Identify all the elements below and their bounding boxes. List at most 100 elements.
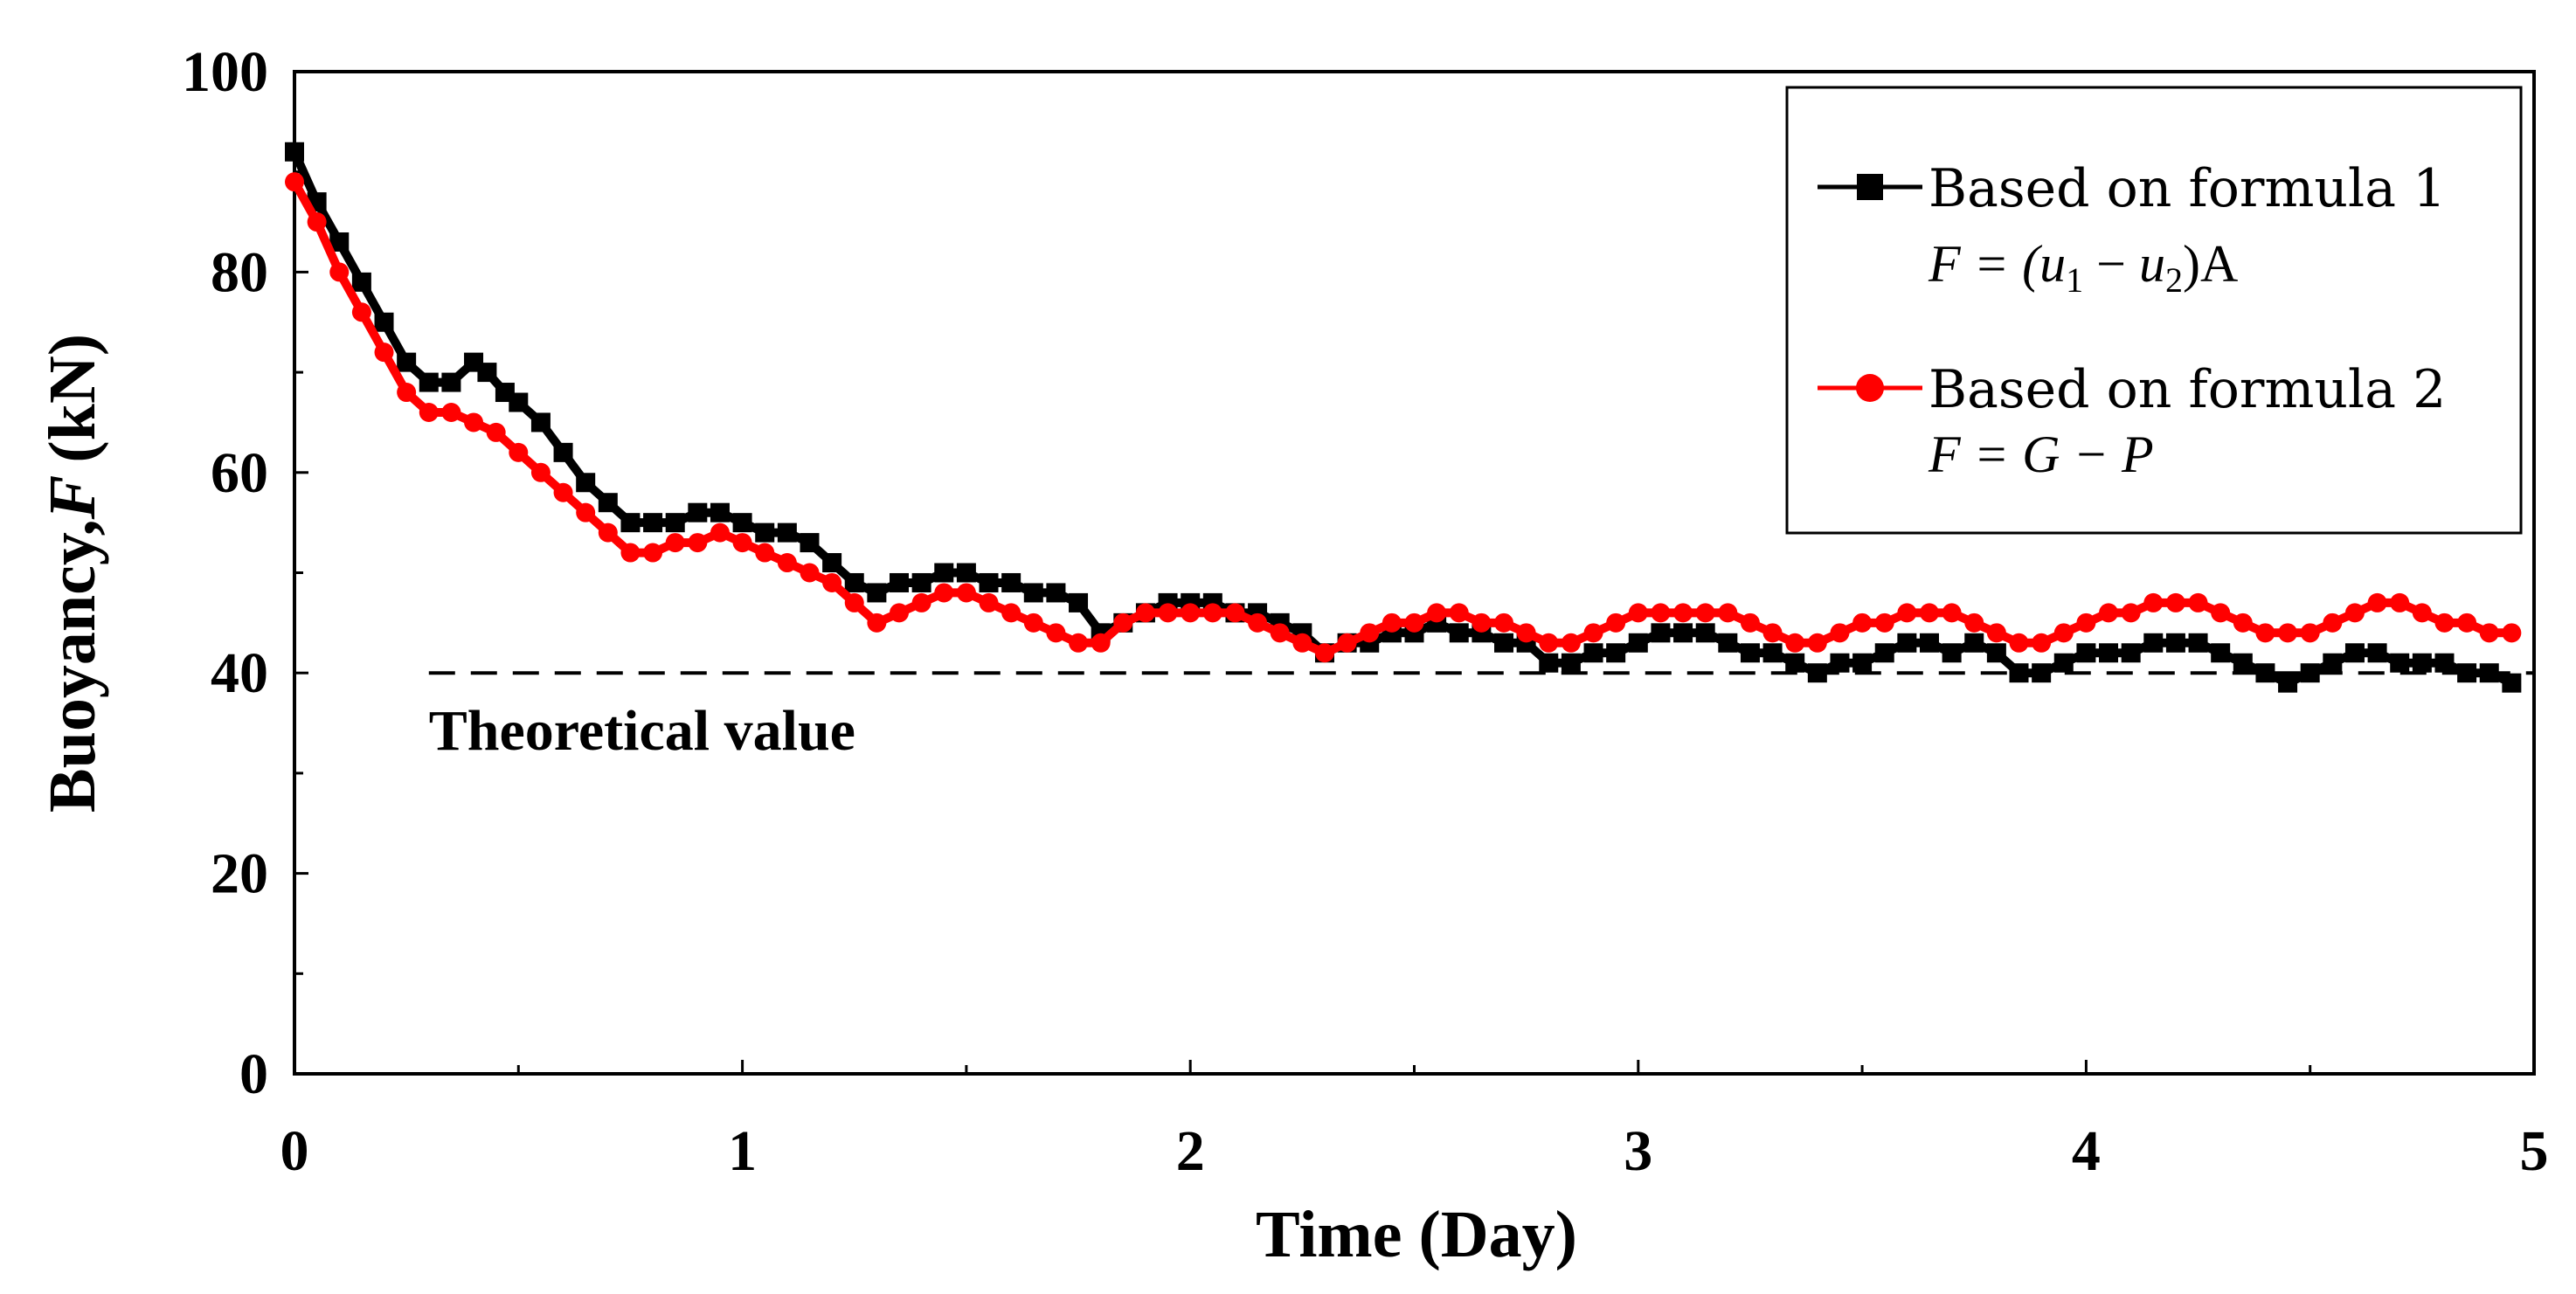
data-point <box>576 502 596 522</box>
data-point <box>620 513 641 533</box>
data-point <box>553 482 573 502</box>
data-point <box>777 553 797 573</box>
data-point <box>1583 643 1603 663</box>
data-point <box>1181 603 1201 623</box>
data-point <box>1785 633 1805 653</box>
data-point <box>441 372 461 392</box>
data-point <box>2479 623 2499 643</box>
data-point <box>643 513 663 533</box>
data-point <box>1874 643 1894 663</box>
data-point <box>2211 643 2231 663</box>
data-point <box>351 302 371 322</box>
data-point <box>530 412 551 432</box>
data-point <box>374 312 394 332</box>
y-tick-label: 20 <box>211 842 268 906</box>
data-point <box>2233 612 2253 633</box>
data-point <box>1673 603 1693 623</box>
data-point <box>1225 603 1245 623</box>
y-axis-title-unit: (kN) <box>36 334 109 463</box>
data-point <box>844 572 864 592</box>
data-point <box>486 422 506 442</box>
data-point <box>1427 603 1447 623</box>
data-point <box>1583 623 1603 643</box>
data-point <box>1673 623 1693 643</box>
data-point <box>1651 603 1671 623</box>
data-point <box>2099 643 2119 663</box>
data-point <box>2076 643 2096 663</box>
x-tick-label: 2 <box>1176 1119 1205 1183</box>
data-point <box>1718 633 1738 653</box>
data-point <box>329 262 350 282</box>
data-point <box>1762 643 1783 663</box>
data-point <box>643 543 663 563</box>
data-point <box>1785 653 1805 673</box>
data-point <box>822 553 842 573</box>
data-point <box>1539 653 1559 673</box>
data-point <box>509 442 529 462</box>
data-point <box>979 592 999 612</box>
data-point <box>1695 603 1715 623</box>
data-point <box>2367 592 2387 612</box>
data-point <box>1628 633 1648 653</box>
data-point <box>1292 633 1312 653</box>
data-point <box>2457 663 2477 683</box>
data-point <box>2278 673 2298 693</box>
data-point <box>1091 633 1111 653</box>
data-point <box>1539 633 1559 653</box>
y-axis-title: Buoyancy,F (kN) <box>36 334 109 813</box>
data-point <box>710 522 730 543</box>
data-point <box>2009 633 2029 653</box>
data-point <box>329 232 350 252</box>
data-point <box>1874 612 1894 633</box>
data-point <box>956 583 976 603</box>
data-point <box>1270 623 1290 643</box>
y-axis-title-text: Buoyancy, <box>36 519 109 813</box>
data-point <box>2255 623 2275 643</box>
data-point <box>1381 612 1402 633</box>
data-point <box>2076 612 2096 633</box>
data-point <box>1135 603 1155 623</box>
y-tick-label: 0 <box>239 1042 268 1106</box>
data-point <box>1069 633 1089 653</box>
data-point <box>800 533 820 553</box>
data-point <box>2188 633 2208 653</box>
data-point <box>1314 643 1334 663</box>
data-point <box>1919 633 1939 653</box>
data-point <box>1472 612 1492 633</box>
data-point <box>307 212 327 232</box>
data-point <box>1449 623 1469 643</box>
data-point <box>1762 623 1783 643</box>
data-point <box>2053 653 2074 673</box>
data-point <box>1897 633 1917 653</box>
x-tick-label: 5 <box>2520 1119 2549 1183</box>
data-point <box>1986 623 2006 643</box>
data-point <box>1695 623 1715 643</box>
data-point <box>1897 603 1917 623</box>
data-point <box>755 522 775 543</box>
data-point <box>1964 612 1984 633</box>
data-point <box>822 572 842 592</box>
data-point <box>1606 643 1626 663</box>
series-layer <box>285 142 2522 693</box>
data-point <box>2412 653 2432 673</box>
data-point <box>351 272 371 292</box>
data-point <box>2233 653 2253 673</box>
data-point <box>1807 633 1827 653</box>
data-point <box>2479 663 2499 683</box>
data-point <box>1046 623 1066 643</box>
data-point <box>2457 612 2477 633</box>
data-point <box>1248 612 1268 633</box>
data-point <box>732 533 752 553</box>
x-tick-label: 0 <box>280 1119 309 1183</box>
data-point <box>2344 603 2365 623</box>
legend: Based on formula 1 F = (u1 − u2)A Based … <box>1785 86 2523 535</box>
data-point <box>2390 592 2410 612</box>
data-point <box>2323 612 2343 633</box>
data-point <box>1919 603 1939 623</box>
legend-marker-square <box>1857 174 1883 200</box>
legend-formula-2: F = G − P <box>1928 426 2154 483</box>
data-point <box>1202 603 1222 623</box>
data-point <box>1942 643 1962 663</box>
data-point <box>688 502 708 522</box>
data-point <box>1807 663 1827 683</box>
